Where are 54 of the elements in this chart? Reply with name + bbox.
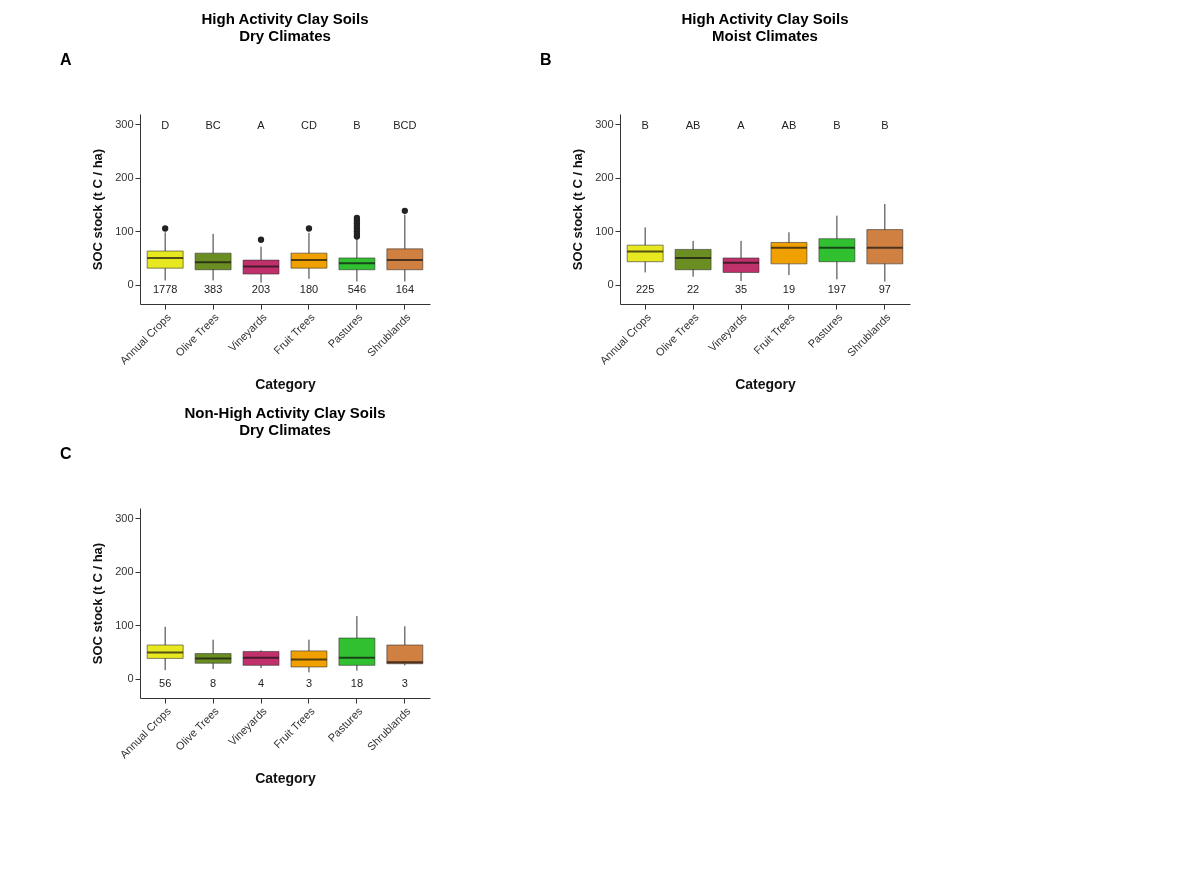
annotation: A <box>257 119 266 131</box>
annotation: AB <box>781 119 797 131</box>
annotation: 180 <box>299 283 319 295</box>
annotation: A <box>737 119 746 131</box>
y-axis-title: SOC stock (t C / ha) <box>90 542 106 665</box>
annotation: BC <box>205 119 221 131</box>
annotation: 1778 <box>152 283 178 295</box>
x-axis-title: Category <box>735 376 797 393</box>
annotation: 19 <box>782 283 796 295</box>
y-axis-title: SOC stock (t C / ha) <box>90 148 106 271</box>
annotation: 4 <box>257 677 265 689</box>
text: B <box>540 51 552 68</box>
annotation: BCD <box>393 119 417 131</box>
y-tick-label: 0 <box>607 278 614 291</box>
y-tick-label: 100 <box>115 224 134 237</box>
y-tick-label: 300 <box>595 117 614 130</box>
annotation: 197 <box>827 283 847 295</box>
y-tick-label: 200 <box>115 565 134 578</box>
y-tick-label: 0 <box>127 278 134 291</box>
chart-title: High Activity Clay Soils Moist Climates <box>681 10 849 44</box>
annotation: B <box>353 119 361 131</box>
annotation: CD <box>301 119 317 131</box>
annotation: 203 <box>251 283 271 295</box>
y-tick-label: 200 <box>115 171 134 184</box>
text: C <box>60 445 72 462</box>
y-tick-label: 300 <box>115 511 134 524</box>
y-tick-label: 300 <box>115 117 134 130</box>
annotation: 225 <box>635 283 655 295</box>
annotation: 383 <box>203 283 223 295</box>
annotation: 18 <box>350 677 364 689</box>
annotation: B <box>833 119 841 131</box>
annotation: D <box>161 119 170 131</box>
annotation: 3 <box>305 677 313 689</box>
annotation: B <box>881 119 889 131</box>
annotation: B <box>641 119 649 131</box>
annotation: 164 <box>395 283 415 295</box>
y-tick-label: 100 <box>115 618 134 631</box>
chart-title: High Activity Clay Soils Dry Climates <box>201 10 369 44</box>
text: A <box>60 51 72 68</box>
chart-title: Non-High Activity Clay Soils Dry Climates <box>184 404 386 438</box>
annotation: 97 <box>878 283 891 295</box>
annotation: 56 <box>159 677 172 689</box>
y-tick-label: 200 <box>595 171 614 184</box>
annotation: AB <box>685 119 701 131</box>
annotation: 3 <box>401 677 408 689</box>
annotation: 22 <box>686 283 700 295</box>
y-tick-label: 0 <box>127 672 134 685</box>
annotation: 8 <box>210 677 217 689</box>
x-axis-title: Category <box>255 770 317 787</box>
y-tick-label: 100 <box>595 224 614 237</box>
x-axis-title: Category <box>255 376 317 393</box>
annotation: 546 <box>347 283 367 295</box>
y-axis-title: SOC stock (t C / ha) <box>570 148 586 271</box>
annotation: 35 <box>734 283 748 295</box>
